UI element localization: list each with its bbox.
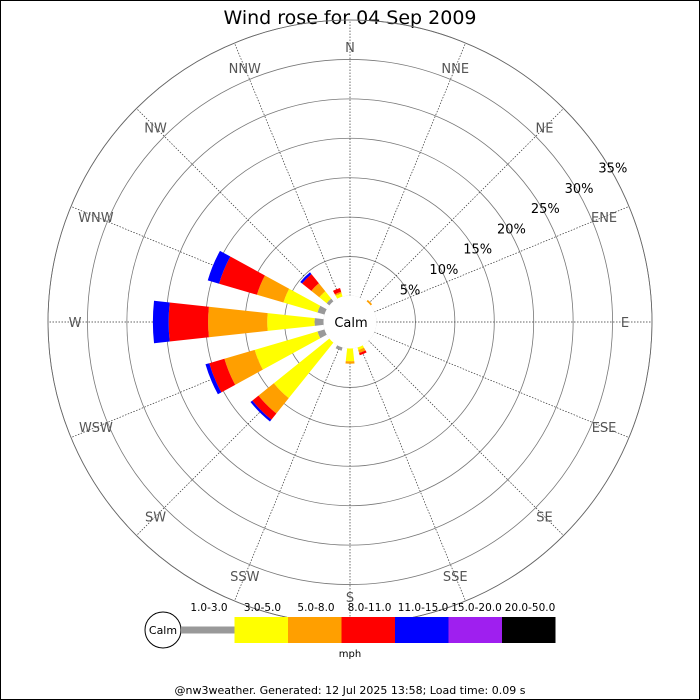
bar-s-bin-1 bbox=[345, 347, 355, 362]
bar-wnw-bin-0 bbox=[317, 305, 328, 315]
legend-bin-label: 1.0-3.0 bbox=[190, 602, 227, 614]
grid-ring bbox=[126, 98, 574, 546]
bar-sse-bin-2 bbox=[358, 347, 366, 354]
radial-tick-label: 25% bbox=[531, 202, 560, 217]
speed-legend: Calm 1.0-3.0 3.0-5.0 5.0-8.0 8.0-11.0 11.0-15… bbox=[144, 602, 556, 660]
bar-ssw-bin-0 bbox=[335, 344, 343, 351]
bar-w-bin-1 bbox=[267, 313, 315, 331]
direction-label-e: E bbox=[621, 316, 629, 331]
calm-circle bbox=[323, 295, 377, 349]
direction-label-ne: NE bbox=[535, 122, 553, 137]
bar-nw-bin-0 bbox=[326, 298, 334, 306]
radial-tick-label: 15% bbox=[463, 243, 492, 258]
bar-sw-bin-4 bbox=[250, 400, 272, 422]
bar-wnw-bin-2 bbox=[256, 275, 290, 303]
radial-tick-label: 30% bbox=[565, 182, 594, 197]
legend-bin-label: 15.0-20.0 bbox=[451, 602, 502, 614]
direction-label-wnw: WNW bbox=[78, 211, 114, 226]
bar-nw-bin-1 bbox=[319, 291, 332, 304]
legend-calm-label: Calm bbox=[149, 624, 177, 637]
bar-wsw-bin-4 bbox=[205, 363, 222, 395]
legend-unit: mph bbox=[339, 649, 361, 660]
bar-ne-bin-2 bbox=[366, 299, 373, 306]
radial-tick-label: 5% bbox=[400, 283, 421, 298]
bar-wsw-bin-1 bbox=[254, 331, 321, 370]
spoke-ne bbox=[368, 108, 564, 304]
bar-sw-bin-3 bbox=[252, 395, 277, 420]
spoke-nne bbox=[359, 42, 466, 299]
bar-s-bin-2 bbox=[345, 361, 355, 364]
radial-tick-label: 20% bbox=[497, 222, 526, 237]
legend-bin-label: 5.0-8.0 bbox=[297, 602, 334, 614]
legend-bin-label: 3.0-5.0 bbox=[244, 602, 281, 614]
bar-nnw-bin-1 bbox=[335, 293, 343, 300]
direction-labels: N NNE NE ENE E ESE SE SSE S SSW SW WSW W WNW NW NNW bbox=[69, 41, 630, 606]
spoke-ene bbox=[373, 206, 630, 313]
bar-wsw-bin-0 bbox=[317, 329, 328, 339]
bar-nnw-bin-2 bbox=[334, 291, 342, 296]
direction-label-ssw: SSW bbox=[230, 570, 260, 585]
radial-tick-label: 35% bbox=[598, 161, 627, 176]
spoke-sse bbox=[359, 345, 466, 602]
direction-label-s: S bbox=[346, 591, 354, 606]
bar-nw-bin-4 bbox=[300, 272, 312, 284]
bar-wsw-bin-3 bbox=[209, 358, 236, 393]
bar-sw-bin-1 bbox=[273, 338, 334, 399]
direction-label-w: W bbox=[69, 316, 82, 331]
bar-wsw-bin-2 bbox=[224, 349, 263, 385]
legend-swatch-bin-0 bbox=[181, 626, 235, 634]
bar-nw-bin-2 bbox=[311, 283, 326, 298]
calm-label: Calm bbox=[334, 316, 367, 331]
direction-label-nne: NNE bbox=[441, 62, 469, 77]
direction-label-se: SE bbox=[536, 510, 552, 525]
legend-swatch-bin-5 bbox=[448, 617, 502, 643]
bar-wnw-bin-4 bbox=[207, 250, 231, 284]
bar-sw-bin-2 bbox=[258, 383, 289, 414]
bar-w-bin-0 bbox=[314, 318, 325, 326]
direction-label-wsw: WSW bbox=[79, 421, 113, 436]
direction-label-ene: ENE bbox=[591, 211, 617, 226]
spoke-se bbox=[368, 340, 564, 536]
direction-label-sse: SSE bbox=[443, 570, 468, 585]
direction-label-nnw: NNW bbox=[229, 62, 261, 77]
spoke-ssw bbox=[234, 345, 341, 602]
legend-swatch-bin-6 bbox=[502, 617, 556, 643]
bar-nnw-bin-3 bbox=[332, 287, 342, 295]
bar-nw-bin-3 bbox=[302, 274, 319, 291]
bar-w-bin-4 bbox=[152, 300, 170, 344]
chart-title: Wind rose for 04 Sep 2009 bbox=[223, 7, 476, 29]
legend-bin-label: 8.0-11.0 bbox=[348, 602, 392, 614]
legend-swatch-bin-2 bbox=[288, 617, 342, 643]
legend-swatch-bin-4 bbox=[395, 617, 449, 643]
bar-w-bin-2 bbox=[208, 306, 268, 338]
direction-label-n: N bbox=[345, 41, 355, 56]
legend-bin-label: 11.0-15.0 bbox=[398, 602, 449, 614]
bar-sse-bin-1 bbox=[357, 344, 364, 350]
grid-ring bbox=[87, 59, 613, 585]
direction-label-ese: ESE bbox=[592, 421, 617, 436]
bar-wnw-bin-3 bbox=[219, 256, 265, 295]
legend-swatch-bin-1 bbox=[234, 617, 288, 643]
legend-bin-label: 20.0-50.0 bbox=[505, 602, 556, 614]
spoke-ese bbox=[373, 331, 630, 438]
radial-tick-labels: 5% 10% 15% 20% 25% 30% 35% bbox=[400, 161, 628, 298]
bar-sse-bin-3 bbox=[359, 350, 367, 356]
wind-bars bbox=[152, 250, 373, 422]
legend-swatch-bin-3 bbox=[341, 617, 395, 643]
radial-tick-label: 10% bbox=[429, 263, 458, 278]
bar-w-bin-3 bbox=[168, 302, 209, 342]
spoke-nnw bbox=[234, 42, 341, 299]
direction-label-sw: SW bbox=[145, 510, 166, 525]
direction-label-nw: NW bbox=[144, 122, 167, 137]
spoke-nw bbox=[136, 108, 332, 304]
bar-wnw-bin-1 bbox=[283, 288, 321, 313]
footer-text: @nw3weather. Generated: 12 Jul 2025 13:5… bbox=[175, 684, 526, 697]
